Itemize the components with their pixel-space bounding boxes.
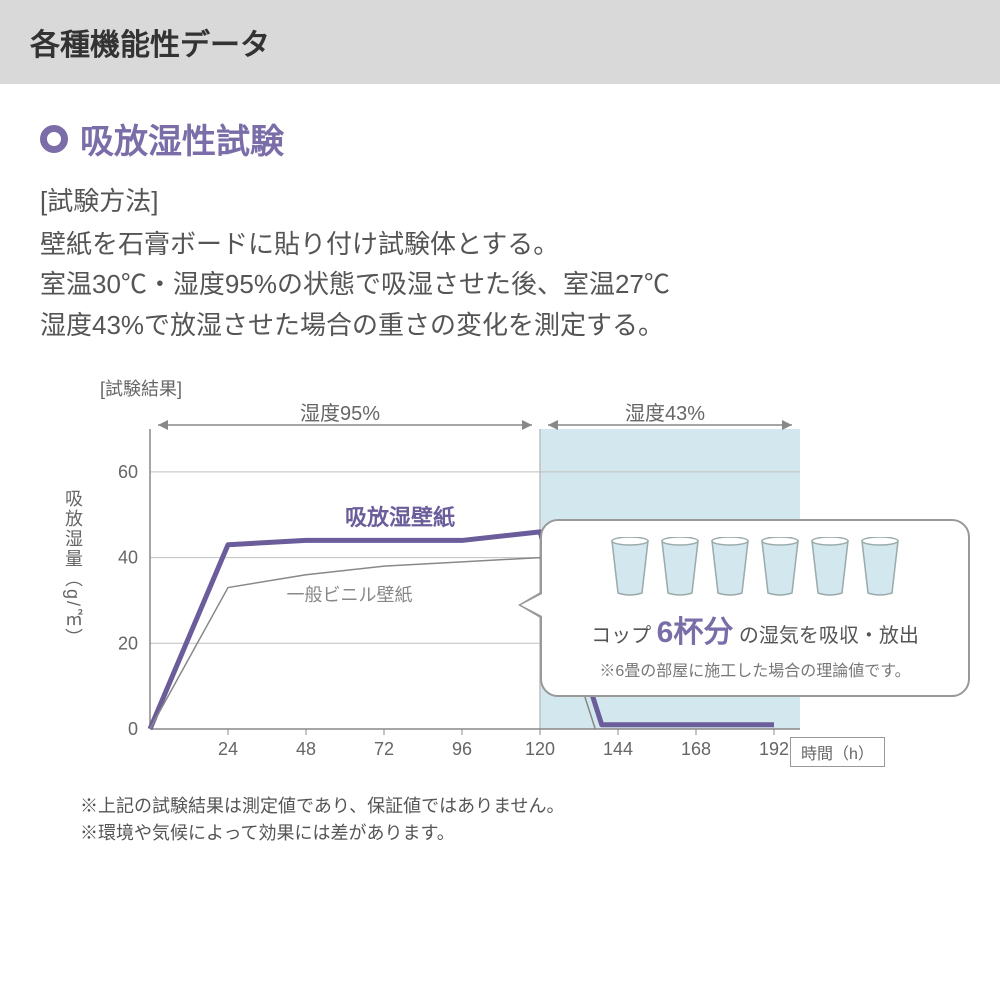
section-title-text: 吸放湿性試験: [80, 114, 284, 163]
series-label-ref: 一般ビニル壁紙: [287, 581, 413, 607]
svg-text:24: 24: [218, 739, 238, 759]
svg-text:168: 168: [681, 739, 711, 759]
svg-text:192: 192: [759, 739, 789, 759]
cup-icon: [608, 537, 652, 597]
svg-text:48: 48: [296, 739, 316, 759]
chart: 020406024487296120144168192 吸放湿量（g/㎡） 湿度…: [60, 409, 960, 779]
bullet-ring-icon: [40, 125, 68, 153]
callout-main: コップ 6杯分 の湿気を吸収・放出: [560, 607, 950, 651]
method-label: [試験方法]: [40, 181, 960, 218]
cup-icon: [708, 537, 752, 597]
cup-icon: [858, 537, 902, 597]
svg-text:0: 0: [128, 719, 138, 739]
svg-text:20: 20: [118, 633, 138, 653]
content: 吸放湿性試験 [試験方法] 壁紙を石膏ボードに貼り付け試験体とする。 室温30℃…: [0, 84, 1000, 847]
section-title: 吸放湿性試験: [40, 114, 960, 163]
cups-row: [560, 537, 950, 597]
header-bar: 各種機能性データ: [0, 0, 1000, 84]
cup-icon: [658, 537, 702, 597]
series-label-main: 吸放湿壁紙: [345, 500, 455, 532]
cup-icon: [758, 537, 802, 597]
callout-big: 6杯分: [657, 616, 734, 649]
zone-label-95: 湿度95%: [300, 397, 380, 426]
svg-text:96: 96: [452, 739, 472, 759]
svg-text:40: 40: [118, 547, 138, 567]
x-axis-label: 時間（h）: [790, 737, 885, 767]
header-title: 各種機能性データ: [30, 29, 270, 62]
cup-icon: [808, 537, 852, 597]
svg-text:144: 144: [603, 739, 633, 759]
svg-text:60: 60: [118, 462, 138, 482]
y-axis-label: 吸放湿量（g/㎡）: [60, 489, 86, 648]
callout: コップ 6杯分 の湿気を吸収・放出 ※6畳の部屋に施工した場合の理論値です。: [540, 519, 970, 697]
callout-pre: コップ: [591, 625, 657, 647]
callout-sub: ※6畳の部屋に施工した場合の理論値です。: [560, 657, 950, 681]
svg-text:120: 120: [525, 739, 555, 759]
svg-text:72: 72: [374, 739, 394, 759]
result-label: [試験結果]: [100, 375, 960, 401]
callout-post: の湿気を吸収・放出: [733, 625, 919, 647]
zone-label-43: 湿度43%: [625, 397, 705, 426]
callout-tail-icon: [518, 591, 542, 619]
method-text: 壁紙を石膏ボードに貼り付け試験体とする。 室温30℃・湿度95%の状態で吸湿させ…: [40, 224, 960, 345]
disclaimer-1: ※上記の試験結果は測定値であり、保証値ではありません。: [80, 793, 960, 820]
disclaimer-2: ※環境や気候によって効果には差があります。: [80, 820, 960, 847]
